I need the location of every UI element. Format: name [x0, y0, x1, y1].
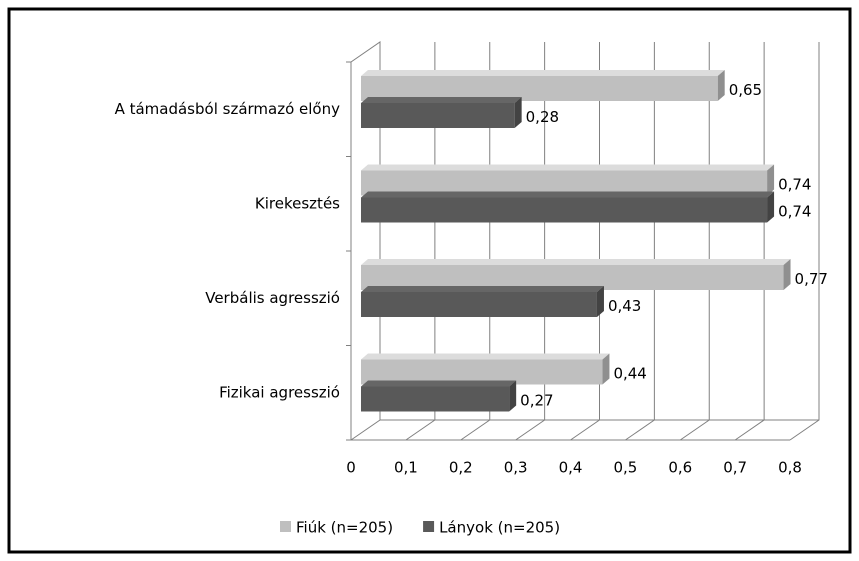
grid-line — [789, 42, 820, 441]
data-label: 0,74 — [778, 176, 811, 194]
y-tick-label: A támadásból származó előny — [115, 100, 341, 118]
bar-top — [361, 353, 610, 360]
bar-top — [361, 286, 604, 292]
data-label: 0,44 — [613, 365, 646, 383]
x-tick-label: 0,6 — [668, 459, 692, 477]
bar — [361, 380, 517, 412]
bar-side — [602, 353, 610, 385]
bar-top — [361, 380, 517, 387]
x-tick-label: 0,4 — [559, 459, 583, 477]
bar-side — [717, 70, 725, 101]
legend-label: Lányok (n=205) — [439, 519, 560, 537]
bar-side — [783, 259, 791, 290]
x-tick-label: 0,2 — [449, 459, 473, 477]
bar — [361, 259, 791, 290]
bar-top — [361, 97, 522, 103]
bar-front — [361, 170, 768, 196]
data-label: 0,74 — [778, 203, 811, 221]
x-tick-label: 0,1 — [394, 459, 418, 477]
bar-front — [361, 103, 515, 128]
y-tick-label: Verbális agresszió — [205, 289, 340, 307]
legend-swatch — [423, 521, 435, 532]
bar-side — [509, 380, 517, 412]
x-tick-label: 0,8 — [778, 459, 802, 477]
x-tick-label: 0,5 — [613, 459, 637, 477]
legend-label: Fiúk (n=205) — [296, 519, 393, 537]
bar — [361, 353, 610, 385]
bar-side — [596, 286, 604, 317]
legend-swatch — [280, 521, 291, 532]
bar-front — [361, 292, 597, 317]
data-label: 0,65 — [729, 81, 762, 99]
x-tick-label: 0 — [346, 459, 356, 477]
bar-front — [361, 76, 718, 101]
data-label: 0,28 — [526, 108, 559, 126]
data-label: 0,43 — [608, 297, 641, 315]
bar-top — [361, 70, 725, 76]
x-tick-label: 0,3 — [504, 459, 528, 477]
bar-side — [514, 97, 522, 128]
bar-top — [361, 164, 775, 171]
data-label: 0,77 — [795, 270, 828, 288]
y-tick-label: Kirekesztés — [255, 194, 340, 212]
bar-front — [361, 197, 768, 223]
bar-front — [361, 386, 510, 412]
bar-side — [767, 191, 775, 223]
y-tick-label: Fizikai agresszió — [219, 383, 340, 401]
data-label: 0,27 — [520, 392, 553, 410]
bar-front — [361, 359, 603, 385]
bar — [361, 191, 775, 223]
bar-top — [361, 259, 791, 265]
bar-front — [361, 265, 784, 290]
bar-side — [767, 164, 775, 196]
bar — [361, 164, 775, 196]
bar — [361, 70, 725, 101]
x-tick-label: 0,7 — [723, 459, 747, 477]
bar-top — [361, 191, 775, 198]
bar — [361, 286, 604, 317]
bar — [361, 97, 522, 128]
